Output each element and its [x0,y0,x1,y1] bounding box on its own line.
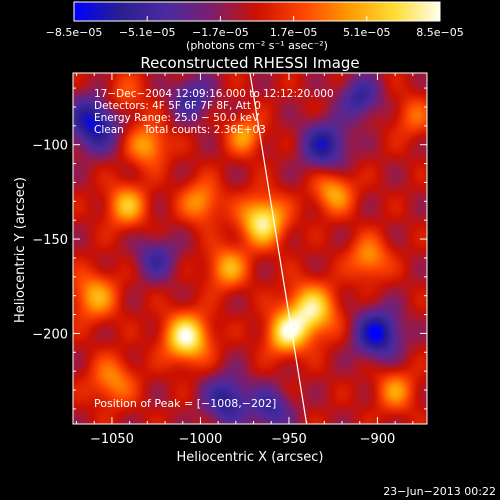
x-tick-label: −900 [360,432,396,447]
solar-limb-line [249,73,308,424]
colorbar-tick-label: 5.1e−05 [343,26,390,39]
y-tick-label: −150 [32,233,68,248]
y-axis-label: Heliocentric Y (arcsec) [13,177,28,323]
info-line: 17−Dec−2004 12:09:16.000 to 12:12:20.000 [94,88,334,100]
colorbar-tick-label: 8.5e−05 [416,26,463,39]
y-axis-ticks: −100 −150 −200 [32,87,427,410]
info-line: Energy Range: 25.0 − 50.0 keV [94,112,260,124]
colorbar-unit-label: (photons cm⁻² s⁻¹ asec⁻²) [186,39,328,52]
footer-timestamp: 23−Jun−2013 00:22 [383,485,496,498]
x-tick-label: −1050 [90,432,134,447]
colorbar [73,1,441,22]
x-axis-ticks: −1050 −1000 −950 −900 [76,73,414,447]
info-line: Detectors: 4F 5F 6F 7F 8F, Att 0 [94,100,261,112]
colorbar-ticks: −8.5e−05 −5.1e−05 −1.7e−05 1.7e−05 5.1e−05 8.… [46,16,464,39]
colorbar-tick-label: −8.5e−05 [46,26,103,39]
peak-position-label: Position of Peak = [−1008,−202] [94,397,276,410]
x-tick-label: −950 [271,432,307,447]
y-tick-label: −100 [32,139,68,154]
y-tick-label: −200 [32,327,68,342]
chart-title: Reconstructed RHESSI Image [140,54,359,72]
info-line: Clean Total counts: 2.36E+03 [94,124,266,136]
heatmap-image [73,73,427,424]
observation-info: 17−Dec−2004 12:09:16.000 to 12:12:20.000… [94,88,334,136]
plot-frame [72,72,428,425]
x-axis-label: Heliocentric X (arcsec) [177,450,324,465]
x-tick-label: −1000 [178,432,222,447]
colorbar-tick-label: 1.7e−05 [270,26,317,39]
colorbar-tick-label: −5.1e−05 [119,26,176,39]
colorbar-tick-label: −1.7e−05 [192,26,249,39]
